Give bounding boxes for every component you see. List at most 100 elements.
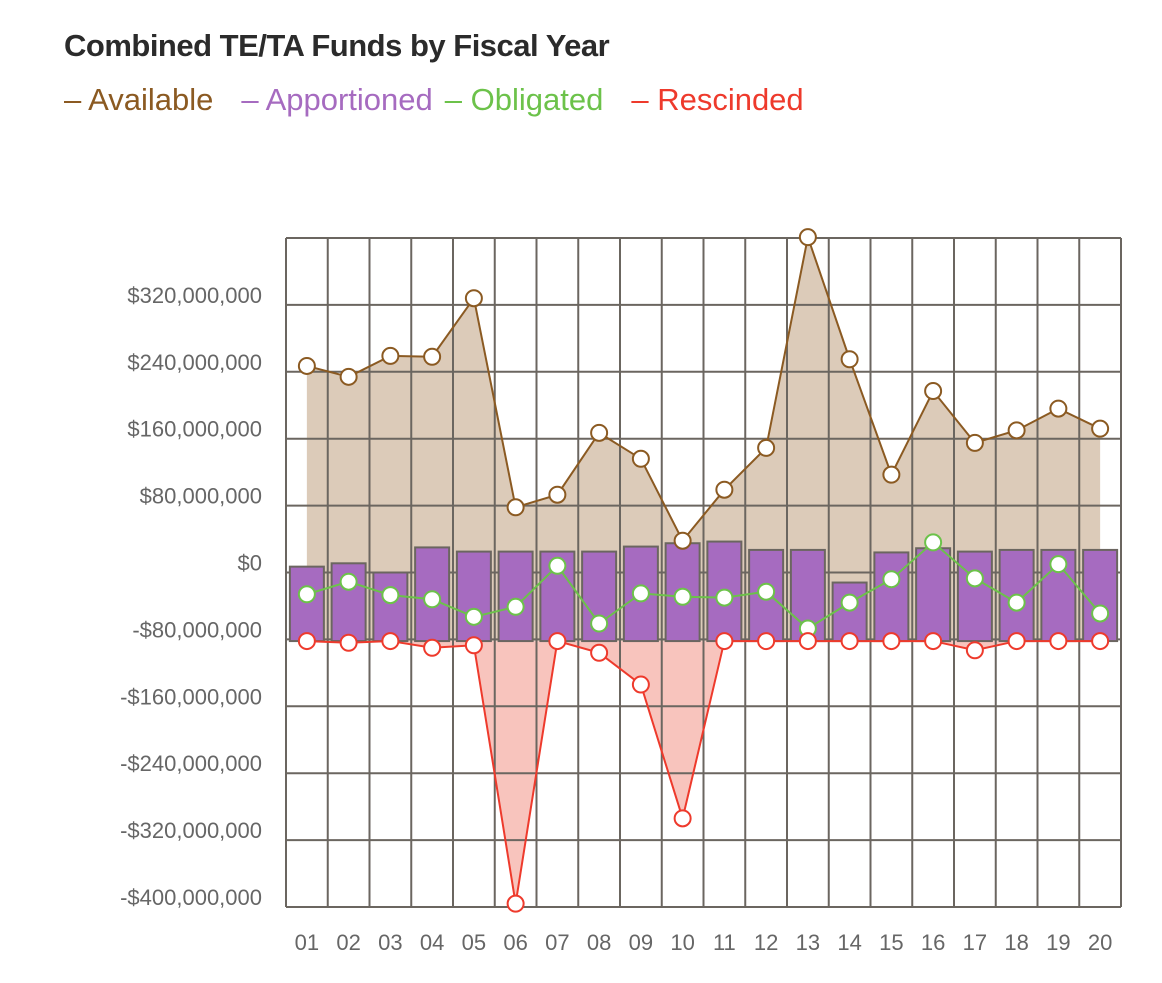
available-point (673, 531, 692, 550)
rescinded-point (798, 632, 817, 651)
y-tick-label: $240,000,000 (127, 350, 262, 375)
available-point (1049, 399, 1068, 418)
obligated-point (840, 593, 859, 612)
obligated-point (339, 572, 358, 591)
available-point (339, 367, 358, 386)
bar-apportioned (915, 547, 952, 643)
obligated-point (673, 587, 692, 606)
available-point (924, 382, 943, 401)
legend-available: – Available (64, 82, 214, 117)
available-point (590, 423, 609, 442)
rescinded-point (715, 632, 734, 651)
x-tick-label: 15 (879, 930, 903, 955)
y-tick-label: -$80,000,000 (132, 617, 262, 642)
obligated-point (1007, 593, 1026, 612)
available-point (840, 350, 859, 369)
legend-rescinded: – Rescinded (631, 82, 804, 117)
rescinded-point (506, 894, 525, 913)
available-point (548, 485, 567, 504)
x-tick-label: 20 (1088, 930, 1112, 955)
available-point (297, 356, 316, 375)
y-tick-label: $320,000,000 (127, 283, 262, 308)
available-point (798, 228, 817, 247)
legend-apportioned: – Apportioned (241, 82, 433, 117)
x-tick-label: 17 (963, 930, 987, 955)
bar-apportioned (831, 581, 868, 643)
available-point (1007, 421, 1026, 440)
obligated-point (381, 586, 400, 605)
x-tick-label: 03 (378, 930, 402, 955)
available-point (965, 433, 984, 452)
obligated-point (506, 597, 525, 616)
rescinded-point (631, 675, 650, 694)
legend: – Available – Apportioned – Obligated – … (64, 82, 804, 118)
rescinded-point (590, 643, 609, 662)
obligated-point (464, 607, 483, 626)
x-tick-label: 14 (837, 930, 861, 955)
bar-apportioned (1082, 548, 1119, 643)
available-point (464, 289, 483, 308)
rescinded-point (840, 632, 859, 651)
obligated-point (965, 569, 984, 588)
obligated-point (548, 556, 567, 575)
available-point (715, 480, 734, 499)
available-point (423, 347, 442, 366)
available-area (306, 237, 1101, 642)
x-tick-label: 19 (1046, 930, 1070, 955)
x-tick-label: 18 (1004, 930, 1028, 955)
x-tick-label: 01 (295, 930, 319, 955)
available-point (631, 449, 650, 468)
bar-apportioned (956, 550, 993, 643)
x-tick-label: 13 (796, 930, 820, 955)
x-tick-label: 04 (420, 930, 444, 955)
rescinded-point (757, 632, 776, 651)
y-tick-label: -$240,000,000 (120, 751, 262, 776)
rescinded-point (882, 632, 901, 651)
available-line (306, 233, 1101, 543)
rescinded-point (1007, 632, 1026, 651)
y-tick-label: -$160,000,000 (120, 684, 262, 709)
obligated-point (757, 582, 776, 601)
rescinded-point (924, 632, 943, 651)
rescinded-point (339, 633, 358, 652)
x-tick-label: 08 (587, 930, 611, 955)
obligated-point (590, 614, 609, 633)
rescinded-point (1091, 632, 1110, 651)
obligated-point (924, 533, 943, 552)
bar-apportioned (873, 551, 910, 643)
y-tick-label: -$400,000,000 (120, 885, 262, 910)
obligated-point (1049, 555, 1068, 574)
bar-apportioned (372, 571, 409, 643)
rescinded-point (965, 641, 984, 660)
y-tick-label: $80,000,000 (140, 484, 262, 509)
rescinded-point (423, 638, 442, 657)
rescinded-point (673, 809, 692, 828)
chart-title: Combined TE/TA Funds by Fiscal Year (64, 28, 610, 63)
legend-label: Apportioned (265, 82, 433, 117)
legend-label: Rescinded (657, 82, 804, 117)
available-point (1091, 419, 1110, 438)
obligated-point (1091, 604, 1110, 623)
legend-label: Obligated (470, 82, 604, 117)
y-tick-label: $160,000,000 (127, 417, 262, 442)
available-point (882, 465, 901, 484)
x-tick-label: 02 (336, 930, 360, 955)
y-tick-label: $0 (238, 551, 262, 576)
obligated-point (423, 590, 442, 609)
x-tick-label: 10 (670, 930, 694, 955)
legend-label: Available (88, 82, 214, 117)
rescinded-point (548, 632, 567, 651)
x-tick-label: 06 (503, 930, 527, 955)
y-tick-label: -$320,000,000 (120, 818, 262, 843)
available-point (506, 498, 525, 517)
rescinded-point (381, 632, 400, 651)
x-tick-label: 05 (462, 930, 486, 955)
available-point (381, 346, 400, 365)
obligated-point (715, 588, 734, 607)
bar-apportioned (288, 565, 325, 643)
x-tick-label: 07 (545, 930, 569, 955)
obligated-point (297, 585, 316, 604)
x-tick-label: 12 (754, 930, 778, 955)
bar-apportioned (455, 550, 492, 643)
